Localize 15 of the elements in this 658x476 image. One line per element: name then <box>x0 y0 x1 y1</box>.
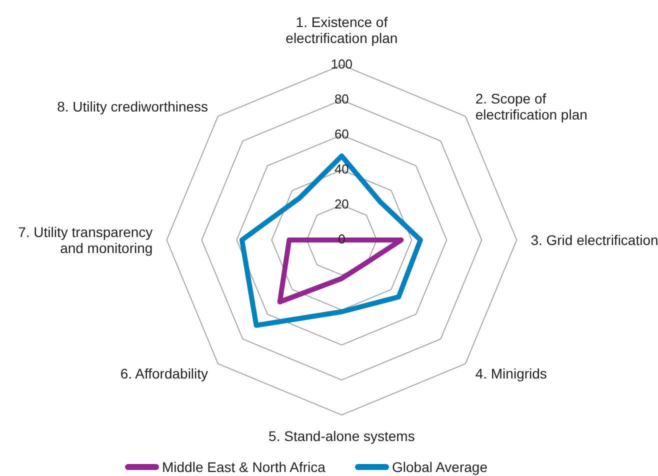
y-tick-label: 20 <box>334 196 349 212</box>
spoke-label: 7. Utility transparency and monitoring <box>18 224 153 256</box>
y-tick-label: 60 <box>334 126 349 142</box>
spoke-label: 8. Utility crediworthiness <box>57 98 208 114</box>
y-tick-label: 100 <box>330 56 353 72</box>
y-tick-label: 80 <box>334 91 349 106</box>
spoke-label: 3. Grid electrification <box>530 232 658 248</box>
legend-label: Global Average <box>392 459 488 475</box>
spoke-label: 4. Minigrids <box>475 366 547 382</box>
spoke-label: 2. Scope of electrification plan <box>475 90 588 122</box>
spoke-label: 6. Affordability <box>120 366 208 382</box>
y-tick-label: 40 <box>334 161 349 176</box>
spoke-label: 5. Stand-alone systems <box>268 428 415 444</box>
legend-label: Middle East & North Africa <box>162 459 326 475</box>
spoke-label: 1. Existence of electrification plan <box>286 14 398 46</box>
